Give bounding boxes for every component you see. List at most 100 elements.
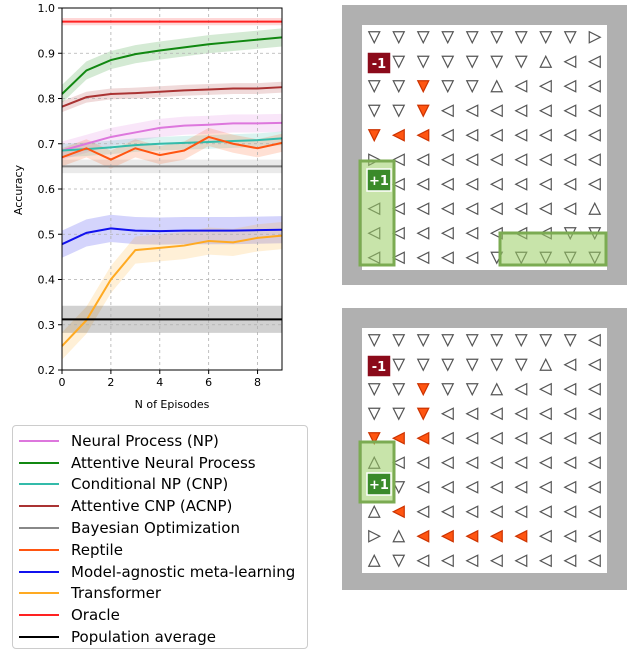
arrow-left-icon	[587, 104, 601, 118]
x-tick-label: 0	[59, 376, 66, 389]
chart-ticks: 0 2 4 6 8 0.2 0.3 0.4 0.5 0.6 0.7 0.8 0.9 1.0	[38, 2, 262, 389]
penalty-marker: -1	[366, 51, 392, 75]
gridworld-bottom: -1 +1	[342, 308, 627, 590]
arrow-left-icon	[440, 431, 454, 445]
arrow-left-icon	[391, 251, 405, 265]
legend-swatch	[19, 548, 59, 551]
arrow-left-icon	[514, 480, 528, 494]
series-band-6	[62, 214, 282, 258]
arrow-left-icon	[538, 79, 552, 93]
legend-label: Neural Process (NP)	[71, 431, 219, 450]
legend-label: Attentive Neural Process	[71, 453, 256, 472]
arrow-up-icon	[367, 553, 381, 567]
arrow-left-icon	[489, 407, 503, 421]
arrow-down-icon	[392, 31, 406, 45]
arrow-right-icon	[368, 529, 382, 543]
arrow-left-icon	[587, 431, 601, 445]
arrow-left-icon	[440, 505, 454, 519]
arrow-left-icon	[465, 104, 479, 118]
arrow-left-icon	[440, 153, 454, 167]
legend-swatch	[19, 592, 59, 595]
legend-label: Oracle	[71, 606, 120, 625]
y-tick-label: 0.6	[38, 183, 56, 196]
reward-marker: +1	[366, 168, 392, 192]
penalty-marker: -1	[366, 354, 392, 378]
arrow-down-icon	[490, 31, 504, 45]
legend-swatch	[19, 461, 59, 464]
arrow-left-icon	[465, 505, 479, 519]
series-line-3	[61, 86, 283, 108]
arrow-left-icon	[416, 456, 430, 470]
arrow-down-icon	[392, 383, 406, 397]
x-tick-label: 2	[107, 376, 114, 389]
arrow-left-icon	[587, 407, 601, 421]
arrow-left-icon	[587, 79, 601, 93]
arrow-left-icon	[489, 128, 503, 142]
marker-box	[366, 354, 392, 378]
arrow-left-icon	[391, 202, 405, 216]
arrow-left-icon	[514, 153, 528, 167]
arrow-down-icon	[367, 383, 381, 397]
arrow-left-icon	[538, 456, 552, 470]
arrow-down-icon	[392, 358, 406, 372]
chart-series-lines	[61, 20, 283, 347]
arrow-left-icon	[440, 226, 454, 240]
arrow-left-icon	[465, 456, 479, 470]
arrow-down-icon	[367, 104, 381, 118]
arrow-left-icon	[489, 104, 503, 118]
arrow-left-icon	[514, 202, 528, 216]
arrow-down-icon	[539, 334, 553, 348]
arrow-left-icon	[465, 554, 479, 568]
y-tick-label: 0.9	[38, 47, 56, 60]
arrow-left-icon	[587, 529, 601, 543]
arrow-left-icon	[416, 431, 430, 445]
arrow-up-icon	[367, 504, 381, 518]
arrow-left-icon	[416, 153, 430, 167]
arrow-left-icon	[538, 177, 552, 191]
arrow-down-icon	[367, 129, 381, 143]
legend-item: Oracle	[19, 604, 301, 626]
arrow-down-icon	[490, 334, 504, 348]
arrow-left-icon	[391, 128, 405, 142]
arrow-left-icon	[587, 128, 601, 142]
arrow-down-icon	[441, 358, 455, 372]
arrow-left-icon	[563, 358, 577, 372]
arrow-left-icon	[465, 407, 479, 421]
arrow-down-icon	[441, 334, 455, 348]
arrow-left-icon	[587, 358, 601, 372]
grid-floor	[362, 25, 607, 270]
arrow-left-icon	[489, 177, 503, 191]
y-tick-label: 0.8	[38, 93, 56, 106]
arrow-left-icon	[587, 480, 601, 494]
arrow-right-icon	[588, 30, 602, 44]
y-tick-label: 0.7	[38, 138, 56, 151]
arrow-left-icon	[514, 104, 528, 118]
arrow-down-icon	[465, 80, 479, 94]
arrow-left-icon	[538, 128, 552, 142]
arrow-left-icon	[489, 431, 503, 445]
arrow-down-icon	[441, 80, 455, 94]
arrow-down-icon	[465, 383, 479, 397]
legend-swatch	[19, 483, 59, 486]
arrow-left-icon	[440, 554, 454, 568]
arrow-left-icon	[514, 407, 528, 421]
legend-item: Reptile	[19, 539, 301, 561]
arrow-left-icon	[514, 128, 528, 142]
arrow-left-icon	[416, 202, 430, 216]
legend-swatch	[19, 636, 59, 639]
arrow-left-icon	[563, 456, 577, 470]
arrow-left-icon	[538, 529, 552, 543]
arrow-left-icon	[391, 456, 405, 470]
marker-box	[366, 472, 392, 496]
legend-item: Neural Process (NP)	[19, 430, 301, 452]
marker-label: -1	[372, 57, 386, 72]
arrow-up-icon	[539, 357, 553, 371]
arrow-left-icon	[587, 177, 601, 191]
legend-label: Conditional NP (CNP)	[71, 475, 229, 494]
arrow-left-icon	[514, 456, 528, 470]
marker-box	[366, 168, 392, 192]
legend-label: Bayesian Optimization	[71, 519, 240, 538]
arrow-down-icon	[465, 55, 479, 69]
arrow-down-icon	[514, 334, 528, 348]
arrow-down-icon	[392, 334, 406, 348]
